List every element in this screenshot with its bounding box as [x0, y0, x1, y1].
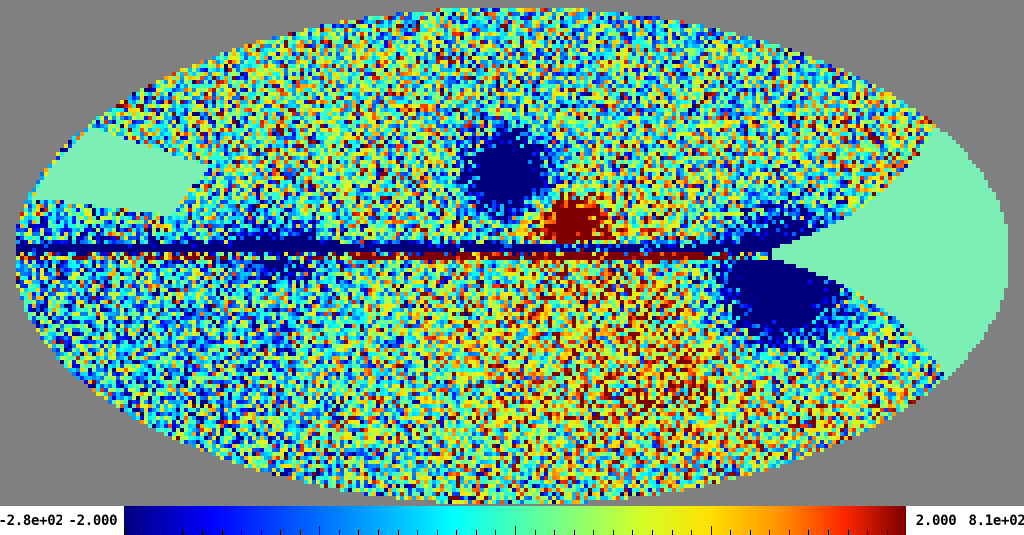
- colorbar-min-extreme-label: -2.8e+02: [0, 506, 64, 535]
- healpix-allsky-map[interactable]: [0, 0, 1024, 506]
- colorbar-min-label: -2.000: [62, 506, 124, 535]
- colorbar: -2.8e+02 -2.000 2.000 8.1e+02: [0, 506, 1024, 535]
- sky-map-canvas[interactable]: [0, 0, 1024, 506]
- colorbar-gradient-canvas[interactable]: [123, 506, 907, 535]
- colorbar-gradient[interactable]: [123, 506, 907, 535]
- colorbar-max-extreme-label: 8.1e+02: [969, 506, 1024, 535]
- colorbar-max-label: 2.000: [906, 506, 970, 535]
